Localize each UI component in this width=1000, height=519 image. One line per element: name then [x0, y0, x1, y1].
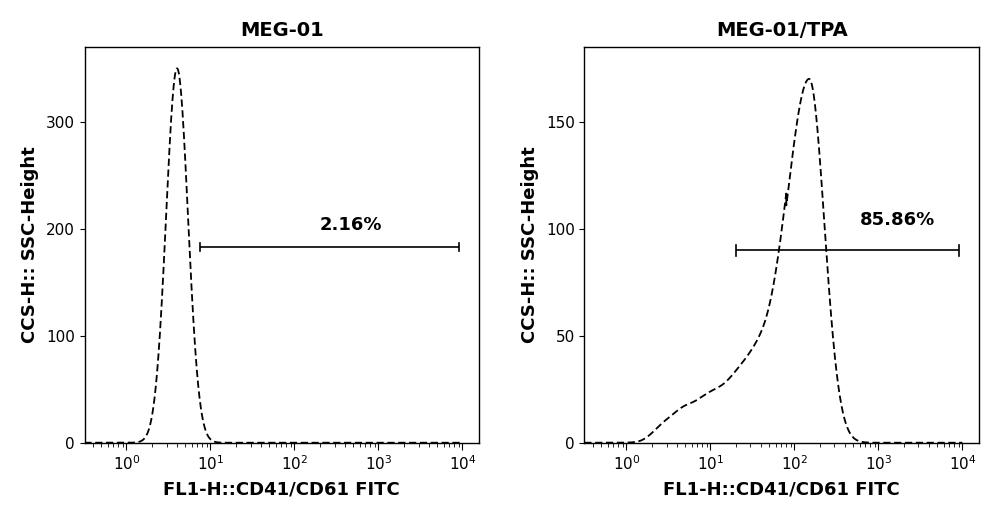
X-axis label: FL1-H::CD41/CD61 FITC: FL1-H::CD41/CD61 FITC [163, 480, 400, 498]
Title: MEG-01: MEG-01 [240, 21, 324, 40]
Y-axis label: CCS-H:: SSC-Height: CCS-H:: SSC-Height [521, 146, 539, 343]
Y-axis label: CCS-H:: SSC-Height: CCS-H:: SSC-Height [21, 146, 39, 343]
Text: 2.16%: 2.16% [320, 216, 382, 234]
X-axis label: FL1-H::CD41/CD61 FITC: FL1-H::CD41/CD61 FITC [663, 480, 900, 498]
Title: MEG-01/TPA: MEG-01/TPA [716, 21, 848, 40]
Text: 85.86%: 85.86% [860, 211, 935, 229]
